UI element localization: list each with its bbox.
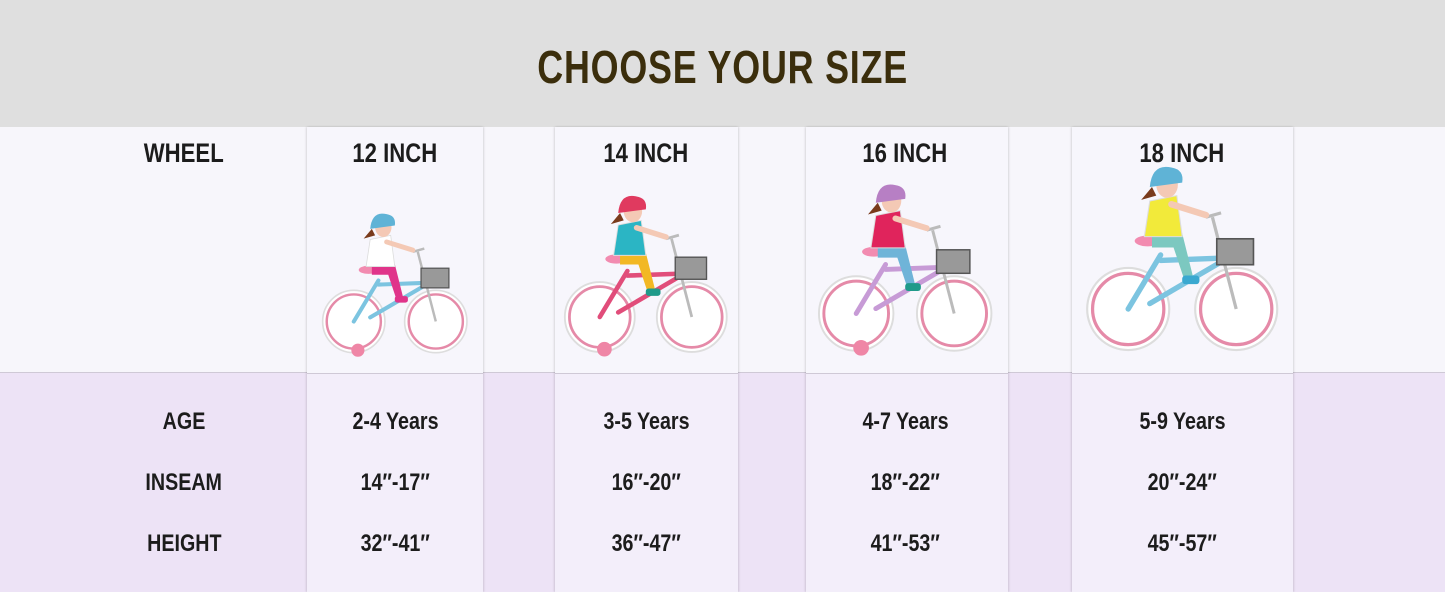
wheel-size-label: 16 INCH [862,138,948,168]
front-wheel-icon [915,275,993,353]
height-value: 41″-53″ [870,530,940,557]
size-column-16 [806,127,1008,592]
training-wheel-icon [597,341,612,357]
training-wheel-icon [853,340,869,357]
child-on-bike-illustration [817,184,993,357]
child-on-bike-illustration [564,195,728,357]
label-height: HEIGHT [146,530,222,557]
wheel-size-label: 12 INCH [352,138,438,168]
age-value: 5-9 Years [1138,408,1226,435]
inseam-value: 20″-24″ [1147,469,1217,496]
age-value: 2-4 Years [351,408,439,435]
basket-icon [1215,238,1255,266]
wheel-size-label: 14 INCH [603,138,689,168]
label-wheel: WHEEL [144,138,224,168]
wheel-size-label: 18 INCH [1139,138,1225,168]
page-title: CHOOSE YOUR SIZE [0,40,1445,94]
label-inseam: INSEAM [145,469,223,496]
basket-icon [420,267,450,289]
training-wheel-icon [351,343,365,357]
age-value: 3-5 Years [602,408,690,435]
height-value: 32″-41″ [360,530,430,557]
height-value: 45″-57″ [1147,530,1217,557]
child-on-bike-illustration [322,213,468,357]
size-column-14 [555,127,738,592]
basket-icon [935,249,971,275]
size-column-12 [307,127,483,592]
front-wheel-icon [1193,267,1279,352]
inseam-value: 18″-22″ [870,469,940,496]
rider [1140,167,1209,285]
child-on-bike-illustration [1085,167,1279,352]
rider [867,184,930,292]
header-band: CHOOSE YOUR SIZE [0,0,1445,127]
page-title-text: CHOOSE YOUR SIZE [537,41,908,93]
basket-icon [674,256,708,280]
height-value: 36″-47″ [611,530,681,557]
rider [611,195,669,296]
rider [363,213,416,303]
age-value: 4-7 Years [861,408,949,435]
inseam-value: 14″-17″ [360,469,430,496]
inseam-value: 16″-20″ [611,469,681,496]
label-age: AGE [162,408,206,435]
